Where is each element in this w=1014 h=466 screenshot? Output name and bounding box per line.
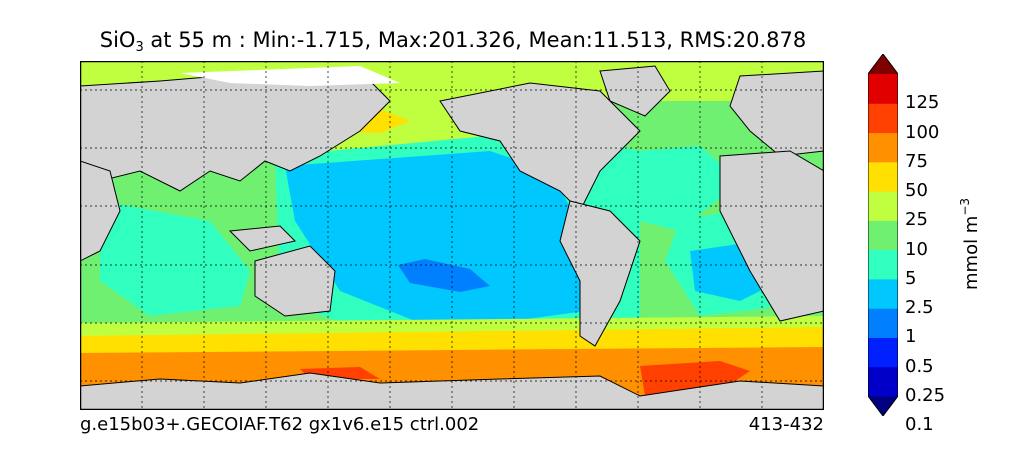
colorbar-top-extend (868, 54, 898, 74)
colorbar-tick-label: 50 (905, 180, 928, 202)
colorbar-bin (868, 249, 898, 280)
colorbar-tick-label: 0.25 (905, 385, 946, 406)
colorbar-tick-label: 1 (905, 326, 917, 348)
colorbar-tick-label: 10 (905, 238, 928, 260)
colorbar-tick-label: 125 (905, 92, 940, 114)
africa-west (80, 160, 121, 262)
case-name: g.e15b03+.GECOIAF.T62 gx1v6.e15 ctrl.002 (80, 414, 480, 435)
units-label: mmol m−3 (958, 197, 982, 290)
year-range: 413-432 (748, 414, 824, 435)
colorbar-bin (868, 337, 898, 368)
colorbar-bin (868, 278, 898, 309)
colorbar-tick-label: 5 (905, 267, 917, 289)
colorbar-tick-label: 100 (905, 121, 940, 143)
greenland (599, 65, 671, 117)
colorbar-tick-label: 75 (905, 150, 928, 172)
colorbar-bin (868, 366, 898, 397)
colorbar-bin (868, 308, 898, 338)
plot-title: SiO3 at 55 m : Min:-1.715, Max:201.326, … (99, 28, 807, 55)
africa (719, 150, 824, 322)
colorbar-bottom-extend (868, 396, 898, 416)
colorbar-bin (868, 74, 898, 104)
indian-ocean-2p5 (100, 201, 250, 316)
colorbar-tick-label: 0.5 (905, 355, 934, 377)
arctic-sea-ice (180, 66, 400, 86)
south-pacific-gyre-05 (398, 259, 490, 292)
colorbar-bin (868, 161, 898, 192)
colorbar-bin (868, 220, 898, 251)
map-frame (80, 61, 824, 410)
colorbar-tick-label: 25 (905, 209, 928, 231)
colorbar-tick-label: 0.1 (905, 414, 934, 436)
colorbar (868, 54, 898, 416)
colorbar-bin (868, 191, 898, 221)
indonesia (228, 225, 296, 252)
graticule (80, 61, 824, 410)
ocean-map (80, 61, 824, 410)
colorbar-bin (868, 132, 898, 163)
colorbar-bin (868, 103, 898, 134)
australia (254, 245, 336, 317)
pacific-gyre-1 (285, 151, 600, 331)
colorbar-tick-label: 2.5 (905, 297, 934, 319)
south-america (559, 200, 641, 347)
